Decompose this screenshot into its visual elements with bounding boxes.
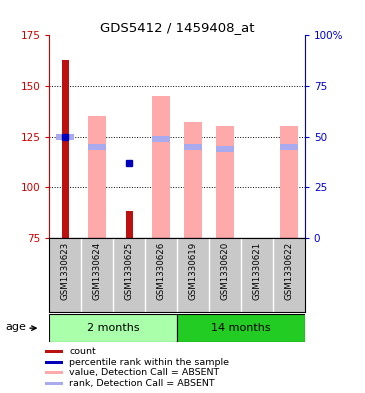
Bar: [152, 136, 170, 141]
Text: rank, Detection Call = ABSENT: rank, Detection Call = ABSENT: [69, 379, 215, 388]
Text: count: count: [69, 347, 96, 356]
Bar: [280, 144, 297, 150]
Text: value, Detection Call = ABSENT: value, Detection Call = ABSENT: [69, 368, 220, 377]
Bar: [177, 314, 305, 342]
Text: GSM1330625: GSM1330625: [124, 241, 134, 300]
Text: GSM1330626: GSM1330626: [157, 241, 166, 300]
Bar: [49, 314, 177, 342]
Bar: [45, 360, 63, 364]
Text: GSM1330619: GSM1330619: [188, 241, 197, 299]
Bar: [45, 371, 63, 375]
Title: GDS5412 / 1459408_at: GDS5412 / 1459408_at: [100, 21, 254, 34]
Text: GSM1330620: GSM1330620: [220, 241, 230, 300]
Text: percentile rank within the sample: percentile rank within the sample: [69, 358, 230, 367]
Bar: [216, 146, 234, 152]
Text: GSM1330622: GSM1330622: [284, 241, 293, 300]
Bar: [152, 96, 170, 238]
Bar: [45, 350, 63, 353]
Bar: [280, 127, 297, 238]
Text: GSM1330623: GSM1330623: [61, 241, 70, 300]
Bar: [216, 127, 234, 238]
Text: 14 months: 14 months: [211, 323, 271, 333]
Bar: [57, 134, 74, 140]
Bar: [184, 122, 202, 238]
Bar: [126, 211, 132, 238]
Bar: [184, 144, 202, 150]
Bar: [88, 116, 106, 238]
Text: GSM1330621: GSM1330621: [252, 241, 261, 300]
Bar: [45, 382, 63, 385]
Text: age: age: [5, 322, 26, 332]
Bar: [62, 60, 69, 238]
Bar: [88, 144, 106, 150]
Text: GSM1330624: GSM1330624: [93, 241, 102, 300]
Text: 2 months: 2 months: [87, 323, 139, 333]
